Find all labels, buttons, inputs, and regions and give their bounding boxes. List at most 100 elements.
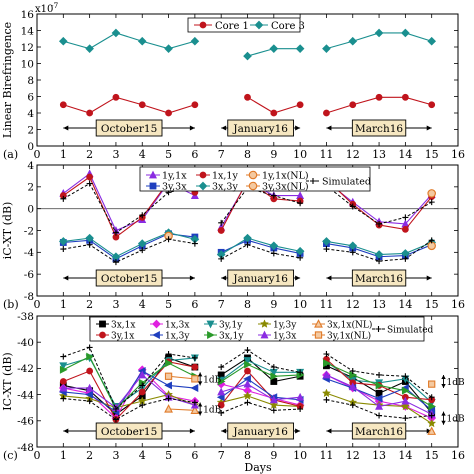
x-tick-label: 16 <box>451 298 465 311</box>
x-tick-label: 10 <box>293 449 307 462</box>
legend-box <box>187 17 301 33</box>
data-point <box>191 399 198 406</box>
x-tick-label: 12 <box>346 298 360 311</box>
data-point <box>59 378 67 385</box>
x-tick-label: 2 <box>86 298 93 311</box>
data-point <box>59 365 68 374</box>
data-point <box>191 354 198 361</box>
data-point <box>138 388 146 396</box>
data-point <box>323 359 331 368</box>
y-tick-label: 16 <box>21 9 35 21</box>
series <box>164 372 436 388</box>
legend-label: 3x,1x(NL) <box>327 320 372 331</box>
data-point <box>297 200 304 207</box>
x-tick-label: 15 <box>425 449 439 462</box>
x-tick-label: 5 <box>165 298 172 311</box>
series <box>60 395 435 423</box>
y-axis-title: IC-XT (dB) <box>1 352 14 410</box>
data-point <box>322 370 331 379</box>
series <box>60 180 435 236</box>
period-arrowhead <box>426 428 432 434</box>
series <box>58 28 437 61</box>
data-point <box>400 401 410 411</box>
data-point <box>218 409 225 416</box>
series <box>59 352 437 414</box>
data-point <box>401 226 409 233</box>
x-tick-label: 9 <box>270 298 277 311</box>
x-tick-label: 14 <box>398 298 412 311</box>
data-point <box>427 418 437 428</box>
annotation-arrowhead <box>197 372 203 377</box>
data-point <box>217 377 226 386</box>
data-point <box>244 241 251 248</box>
data-point <box>244 93 251 101</box>
y-axis-title: Linear Birefringence <box>1 22 14 138</box>
period-box <box>95 269 163 287</box>
period-arrowhead <box>189 428 195 434</box>
legend-label: 3y,1x <box>111 332 134 342</box>
period-box <box>351 422 407 440</box>
data-point <box>165 359 173 368</box>
series-line <box>63 394 196 409</box>
period-arrowhead <box>295 125 301 131</box>
x-tick-label: 6 <box>191 298 198 311</box>
data-point <box>297 254 304 261</box>
data-point <box>402 373 409 380</box>
data-point <box>165 395 172 402</box>
panel-label: (c) <box>3 449 18 462</box>
x-tick-label: 4 <box>139 298 146 311</box>
data-point <box>165 350 172 357</box>
series-line <box>63 398 195 421</box>
legend-label: Core 1 <box>215 21 249 32</box>
annotation-label: 1dB <box>447 415 465 425</box>
period-arrowhead <box>295 428 301 434</box>
y-scale-exponent: -7 <box>51 1 59 10</box>
legend-marker <box>248 181 258 191</box>
period-box <box>227 422 295 440</box>
series-line <box>63 96 196 114</box>
legend-marker <box>254 20 264 30</box>
data-point <box>297 406 304 413</box>
series-line <box>63 32 196 50</box>
legend-marker <box>314 331 323 339</box>
x-tick-label: 8 <box>244 148 251 161</box>
data-point <box>270 407 277 414</box>
data-point <box>165 109 172 117</box>
data-point <box>243 357 252 365</box>
series <box>58 228 437 262</box>
period-arrowhead <box>189 275 195 281</box>
legend-label: 1y,1x <box>162 171 187 182</box>
legend-marker <box>152 319 161 329</box>
data-point <box>86 352 94 361</box>
period-box <box>227 269 295 287</box>
data-point <box>86 344 93 351</box>
data-point <box>428 394 435 401</box>
x-tick-label: 7 <box>218 449 225 462</box>
annotation-arrowhead <box>197 402 203 407</box>
y-tick-label: 8 <box>27 75 34 87</box>
data-point <box>323 246 330 253</box>
series-line <box>220 237 301 255</box>
legend-label: 3x,3y <box>212 182 238 193</box>
series-line <box>221 383 301 406</box>
data-point <box>321 388 331 398</box>
legend-marker <box>206 320 215 329</box>
x-tick-label: 11 <box>319 148 333 161</box>
x-tick-label: 16 <box>451 449 465 462</box>
period-arrowhead <box>221 275 227 281</box>
data-point <box>269 395 278 404</box>
data-point <box>401 28 410 38</box>
y-tick-label: 2 <box>27 124 34 136</box>
x-tick-label: 2 <box>86 148 93 161</box>
legend-marker <box>199 171 207 179</box>
legend-marker <box>259 319 270 328</box>
y-tick-label: -8 <box>24 291 34 303</box>
data-point <box>164 372 173 380</box>
y-tick-label: -48 <box>17 442 34 454</box>
data-point <box>112 229 119 236</box>
data-point <box>242 391 253 400</box>
legend-marker <box>314 319 323 328</box>
period-arrowhead <box>326 125 332 131</box>
x-tick-label: 8 <box>244 449 251 462</box>
